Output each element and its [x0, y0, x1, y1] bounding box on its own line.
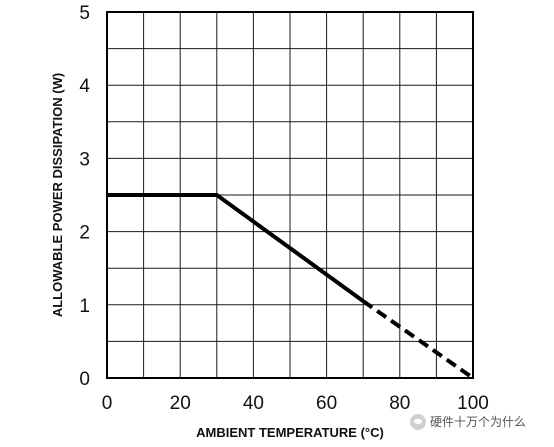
x-tick-label: 40 — [243, 393, 264, 414]
x-tick-labels: 0 20 40 60 80 100 — [102, 393, 489, 414]
plot-frame — [106, 11, 474, 379]
x-tick-label: 60 — [316, 393, 337, 414]
watermark: 硬件十万个为什么 — [410, 413, 526, 430]
x-tick-label: 80 — [389, 393, 410, 414]
y-tick-label: 3 — [79, 149, 90, 170]
y-axis-label: ALLOWABLE POWER DISSIPATION (W) — [50, 73, 65, 317]
watermark-text: 硬件十万个为什么 — [430, 415, 527, 429]
y-tick-labels: 0 1 2 3 4 5 — [79, 3, 90, 390]
x-tick-label: 100 — [457, 393, 489, 414]
y-tick-label: 1 — [79, 296, 90, 317]
y-tick-label: 0 — [79, 369, 90, 390]
series-layer — [107, 193, 475, 380]
y-tick-label: 5 — [79, 3, 90, 24]
y-tick-label: 2 — [79, 223, 90, 244]
series-line-solid — [107, 193, 365, 303]
series-line-dashed — [362, 299, 475, 380]
x-tick-label: 20 — [170, 393, 191, 414]
wechat-icon — [410, 413, 426, 430]
y-tick-label: 4 — [79, 76, 90, 97]
x-tick-label: 0 — [102, 393, 113, 414]
x-axis-label: AMBIENT TEMPERATURE (°C) — [196, 425, 384, 440]
